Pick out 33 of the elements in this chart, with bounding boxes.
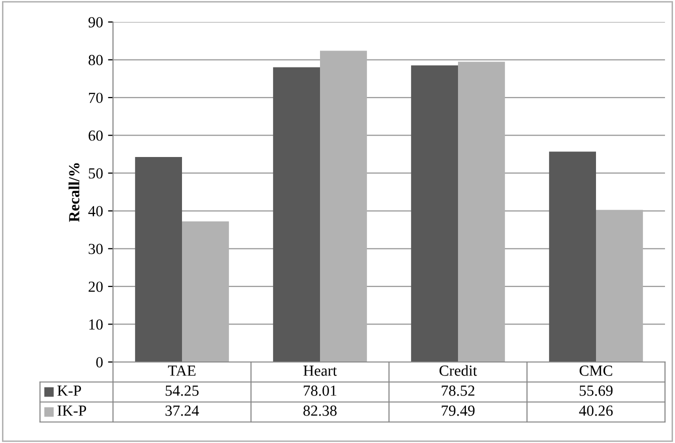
y-tick-label: 90	[88, 17, 103, 28]
y-tick-label: 10	[89, 319, 103, 330]
bar	[549, 152, 596, 362]
data-label: 78.01	[304, 386, 336, 396]
x-tick-label: Heart	[303, 366, 337, 376]
data-label: 55.69	[580, 386, 613, 396]
bar	[411, 65, 458, 362]
y-tick-label: 60	[88, 130, 103, 141]
y-tick-label: 80	[88, 54, 103, 66]
y-axis-title: Recall/%	[68, 163, 80, 222]
data-label: 78.52	[442, 386, 474, 396]
data-label: 82.38	[303, 406, 337, 416]
x-tick-label: TAE	[168, 366, 196, 376]
x-tick-label: Credit	[440, 365, 478, 376]
y-tick-label: 40	[88, 206, 103, 216]
bar	[273, 67, 320, 362]
legend-label: K-P	[57, 386, 82, 396]
data-label: 37.24	[166, 406, 199, 416]
data-label: 54.25	[166, 386, 199, 396]
data-label: 40.26	[579, 406, 613, 416]
y-tick-label: 0	[96, 357, 103, 368]
y-tick-label: 70	[89, 92, 103, 104]
bar	[135, 157, 182, 362]
y-tick-label: 50	[88, 168, 103, 179]
y-tick-label: 20	[88, 282, 103, 292]
bar	[182, 221, 229, 362]
bar	[320, 50, 367, 362]
x-tick-label: CMC	[580, 366, 612, 376]
y-tick-label: 30	[88, 244, 103, 254]
bar	[596, 210, 643, 362]
legend-label: IK-P	[58, 406, 86, 416]
bar	[458, 62, 505, 362]
data-label: 79.49	[442, 406, 475, 416]
